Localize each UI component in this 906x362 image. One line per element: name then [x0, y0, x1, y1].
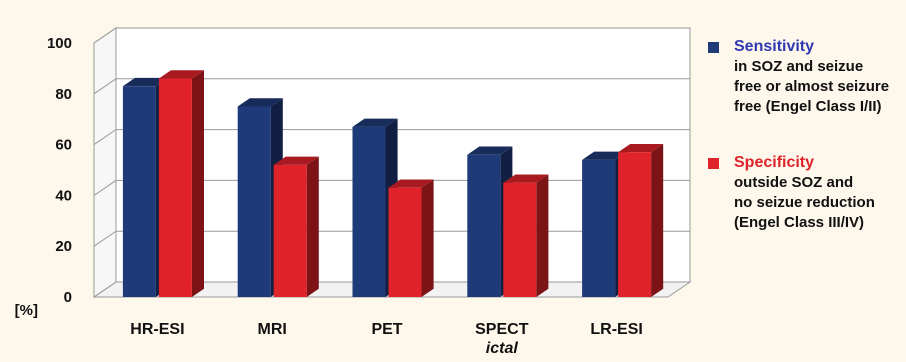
gridline: [93, 78, 690, 95]
bar-side-specificity-lr-esi: [651, 143, 664, 297]
legend-sensitivity-desc-2: free or almost seizure: [734, 78, 890, 95]
legend-specificity-desc-1: outside SOZ and: [734, 174, 854, 191]
bar-top-sensitivity-mri: [237, 98, 283, 107]
chart-side-wall: [93, 27, 117, 298]
x-tick-label: MRI: [258, 321, 287, 338]
bar-specificity-hr-esi: [158, 78, 192, 297]
bar-specificity-pet: [388, 187, 422, 297]
bar-sensitivity-mri: [237, 106, 271, 297]
bar-side-specificity-mri: [306, 156, 319, 297]
x-tick-label: PET: [371, 321, 402, 338]
bar-top-specificity-pet: [388, 179, 434, 188]
gridline: [93, 129, 690, 146]
specificity-swatch: [708, 158, 719, 169]
legend-item-sensitivity: Sensitivity in SOZ and seizue free or al…: [708, 37, 906, 117]
legend-sensitivity-title: Sensitivity: [734, 38, 815, 55]
x-tick-label: SPECT: [475, 321, 529, 338]
bar-top-specificity-mri: [273, 156, 319, 165]
legend-sensitivity-desc-3: free (Engel Class I/II): [734, 98, 882, 115]
bar-top-sensitivity-hr-esi: [122, 77, 168, 87]
bar-specificity-spect: [503, 182, 537, 297]
bar-top-sensitivity-pet: [352, 118, 398, 127]
y-unit-label: [%]: [15, 302, 38, 319]
bar-sensitivity-hr-esi: [122, 86, 156, 298]
bar-sensitivity-spect: [467, 154, 501, 297]
bar-top-specificity-lr-esi: [618, 143, 664, 153]
y-tick-label: 60: [55, 137, 72, 154]
x-tick-label: LR-ESI: [590, 321, 642, 338]
bar-chart: 0 20 40 60 80 100 [%] HR-ESI MRI PET SPECT ictal LR-…: [15, 27, 692, 357]
y-tick-label: 20: [55, 238, 72, 255]
bar-top-sensitivity-lr-esi: [582, 151, 628, 160]
legend-specificity-desc-2: no seizue reduction: [734, 194, 875, 211]
bar-top-specificity-hr-esi: [158, 70, 204, 79]
bar-specificity-lr-esi: [618, 152, 652, 297]
sensitivity-swatch: [708, 42, 719, 53]
y-tick-label: 0: [64, 289, 72, 306]
legend-item-specificity: Specificity outside SOZ and no seizue re…: [708, 153, 906, 233]
y-tick-label: 40: [55, 187, 72, 204]
legend-sensitivity-desc-1: in SOZ and seizue: [734, 58, 864, 75]
bar-side-specificity-hr-esi: [191, 70, 204, 297]
bar-specificity-mri: [273, 164, 307, 297]
x-tick-label: HR-ESI: [130, 321, 184, 338]
bar-side-specificity-spect: [536, 174, 549, 297]
gridline: [93, 27, 690, 44]
bar-top-sensitivity-spect: [467, 146, 513, 155]
bar-side-specificity-pet: [421, 179, 434, 297]
y-tick-label: 80: [55, 86, 72, 103]
legend-specificity-desc-3: (Engel Class III/IV): [734, 214, 865, 231]
x-tick-sublabel: ictal: [486, 340, 519, 357]
bar-sensitivity-pet: [352, 126, 386, 297]
y-tick-label: 100: [47, 35, 72, 52]
legend-specificity-title: Specificity: [734, 154, 815, 171]
bar-top-specificity-spect: [503, 174, 549, 183]
bar-sensitivity-lr-esi: [582, 159, 616, 297]
